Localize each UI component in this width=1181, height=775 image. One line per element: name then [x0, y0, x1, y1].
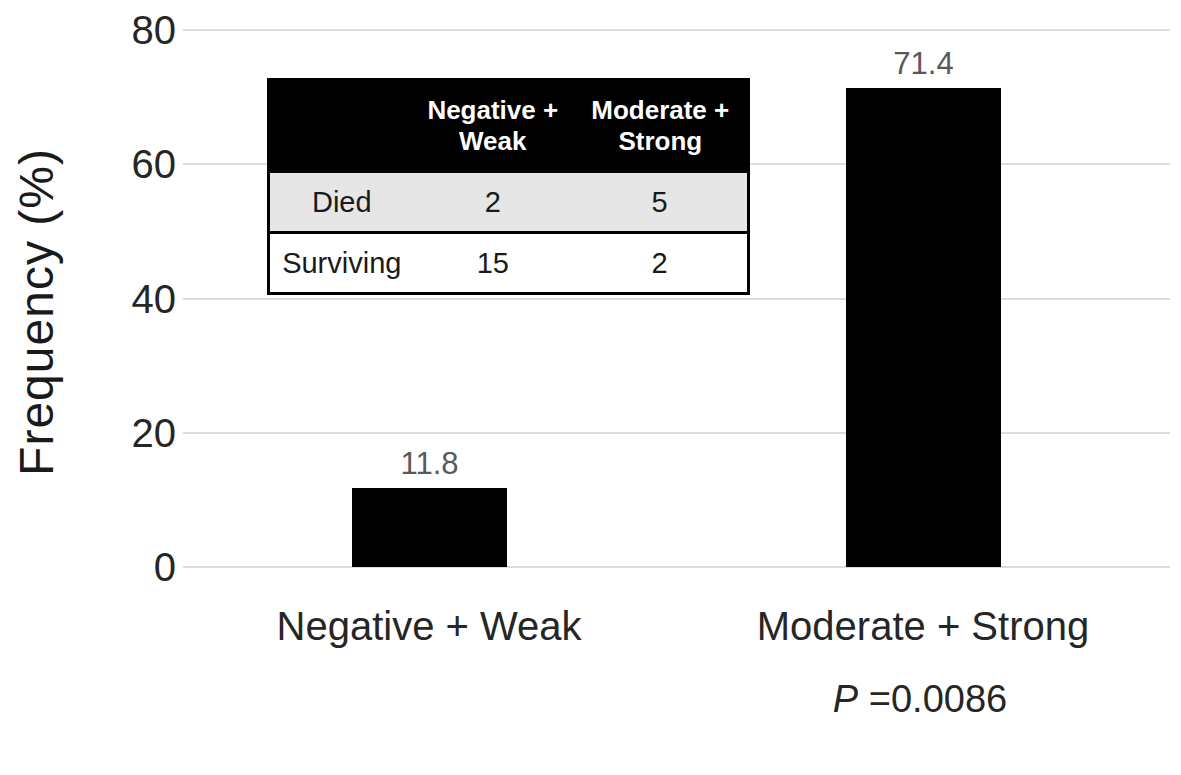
bar-chart-figure: Frequency (%) 0 20 40 60 80 11.8 71.4 Ne… — [0, 0, 1181, 775]
gridline-0 — [183, 566, 1170, 568]
row-label-died: Died — [269, 172, 414, 233]
table-header-moderate-strong: Moderate + Strong — [572, 80, 748, 172]
table-header-negative-weak: Negative + Weak — [414, 80, 572, 172]
died-moderate-strong-count: 5 — [572, 172, 748, 233]
bar-group-negative-weak: 11.8 — [352, 446, 507, 567]
bar-value-label: 11.8 — [400, 446, 458, 482]
table-header-empty-cell — [269, 80, 414, 172]
gridline-80 — [183, 29, 1170, 31]
gridline-20 — [183, 432, 1170, 434]
p-value-text: =0.0086 — [858, 678, 1007, 720]
bar-moderate-strong — [846, 88, 1001, 567]
gridline-40 — [183, 298, 1170, 300]
bar-group-moderate-strong: 71.4 — [846, 46, 1001, 567]
y-tick-80: 80 — [0, 6, 176, 54]
y-tick-60: 60 — [0, 140, 176, 188]
p-value-annotation: P =0.0086 — [833, 678, 1007, 721]
y-tick-20: 20 — [0, 409, 176, 457]
surviving-moderate-strong-count: 2 — [572, 233, 748, 294]
row-label-surviving: Surviving — [269, 233, 414, 294]
bar-value-label: 71.4 — [893, 46, 953, 82]
y-tick-40: 40 — [0, 275, 176, 323]
surviving-negative-weak-count: 15 — [414, 233, 572, 294]
p-symbol: P — [833, 678, 858, 720]
x-label-moderate-strong: Moderate + Strong — [757, 604, 1089, 649]
table-row-died: Died 2 5 — [269, 172, 749, 233]
bar-negative-weak — [352, 488, 507, 567]
died-negative-weak-count: 2 — [414, 172, 572, 233]
inset-contingency-table: Negative + Weak Moderate + Strong Died 2… — [267, 78, 750, 295]
table-header-row: Negative + Weak Moderate + Strong — [269, 80, 749, 172]
x-label-negative-weak: Negative + Weak — [277, 604, 582, 649]
table-row-surviving: Surviving 15 2 — [269, 233, 749, 294]
y-tick-0: 0 — [0, 543, 176, 591]
